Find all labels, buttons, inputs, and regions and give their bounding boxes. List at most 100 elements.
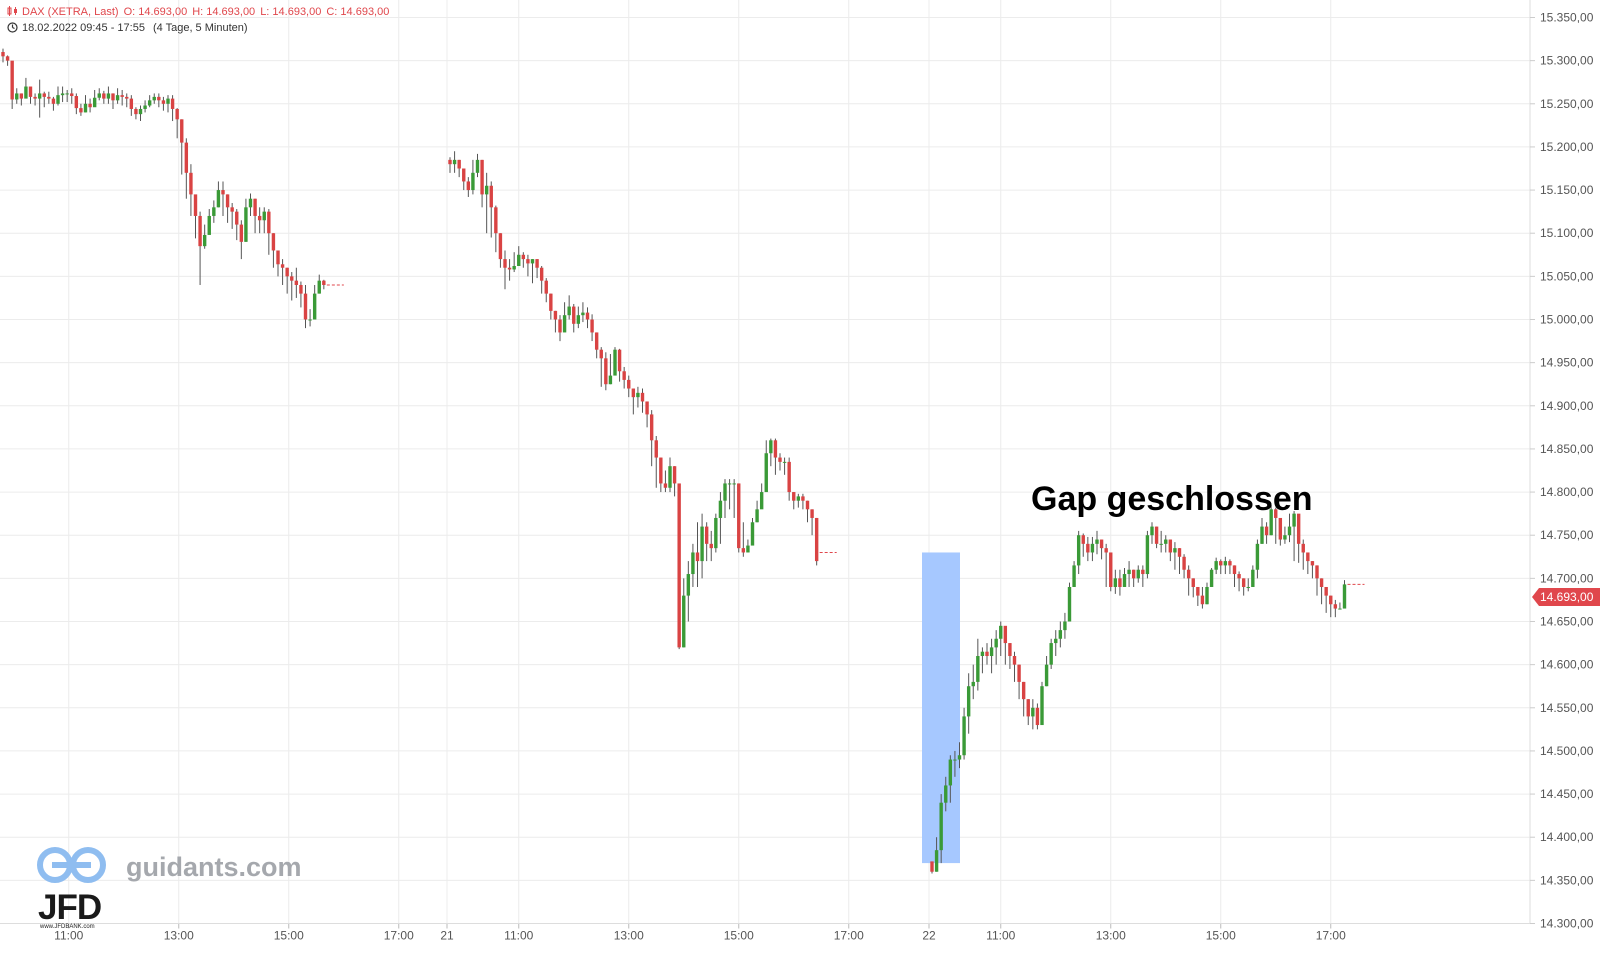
candle-body (572, 306, 576, 324)
candle-body (115, 95, 120, 101)
candle-body (471, 172, 475, 191)
y-tick-label: 14.350,00 (1540, 873, 1594, 887)
candle-body (814, 517, 819, 562)
candle-body (120, 95, 124, 97)
candle (97, 88, 101, 101)
candle-body (235, 211, 239, 225)
candle-body (782, 461, 787, 463)
candle (466, 177, 471, 197)
candle-body (585, 312, 590, 320)
candle (1342, 580, 1347, 609)
candle-body (1109, 552, 1113, 587)
candle-body (1329, 595, 1333, 605)
candle-body (1173, 548, 1177, 553)
candle-body (962, 716, 966, 756)
candle (1063, 612, 1067, 639)
y-tick-label: 14.400,00 (1540, 830, 1594, 844)
candle (19, 93, 24, 106)
candle (484, 172, 489, 234)
candle-body (517, 254, 521, 267)
x-tick-label: 15:00 (1206, 929, 1236, 943)
candle-body (1324, 586, 1328, 596)
candle (1003, 625, 1008, 665)
candle (677, 483, 681, 650)
candle-body (1342, 584, 1347, 609)
candle (1168, 539, 1173, 562)
candle (714, 513, 718, 553)
candle-body (934, 850, 939, 872)
candle (1232, 565, 1237, 587)
candle (539, 266, 544, 294)
x-tick-label: 11:00 (504, 929, 533, 943)
candle-body (971, 681, 975, 687)
candle (622, 366, 626, 389)
candle (1301, 539, 1305, 570)
candle-body (24, 86, 28, 99)
candle (1324, 586, 1328, 613)
candle-body (691, 552, 695, 575)
candle (948, 755, 953, 803)
candle-body (718, 500, 723, 518)
candle (157, 93, 161, 108)
candle (649, 410, 654, 467)
candle (1164, 535, 1168, 553)
candle (709, 530, 713, 562)
candle-body (640, 392, 645, 402)
y-tick-label: 15.150,00 (1540, 183, 1594, 197)
candle-body (60, 93, 65, 96)
candle-body (507, 267, 512, 270)
candle-body (65, 93, 69, 95)
candle-body (28, 86, 33, 97)
badge-shape (1532, 588, 1600, 606)
candle-body (769, 440, 773, 454)
candle (1054, 630, 1058, 657)
candle (102, 90, 106, 104)
candle (1177, 548, 1182, 575)
candle (1251, 565, 1255, 587)
candle-body (810, 509, 814, 518)
candle-body (957, 755, 962, 760)
candle-body (92, 97, 97, 108)
candle (604, 352, 608, 391)
candle-body (111, 93, 115, 101)
candle (512, 252, 516, 273)
candle (636, 386, 640, 408)
candle (944, 776, 948, 812)
x-tick-label: 13:00 (164, 929, 194, 943)
candle-body (590, 319, 594, 333)
candle-body (285, 267, 289, 277)
candle-body (42, 93, 46, 97)
candle (1021, 681, 1026, 717)
candle-body (157, 96, 161, 101)
candle (741, 522, 746, 557)
candle (448, 157, 452, 173)
candle (1196, 586, 1200, 606)
candle-body (253, 198, 257, 216)
candle-body (1274, 509, 1278, 518)
candle-body (636, 392, 640, 398)
candle (253, 198, 257, 234)
candle (1081, 533, 1085, 557)
candle (193, 194, 198, 239)
candle-body (1255, 543, 1260, 570)
candle-body (599, 349, 603, 359)
candle (1141, 565, 1145, 587)
candle (475, 153, 480, 178)
candle-body (723, 483, 727, 501)
candle (558, 315, 562, 342)
candle-body (1292, 513, 1296, 527)
candle (65, 89, 69, 103)
candle (24, 77, 28, 99)
x-tick-label: 15:00 (724, 929, 754, 943)
candle-body (244, 207, 248, 242)
candle-body (1241, 578, 1246, 587)
candle (56, 86, 60, 106)
y-tick-label: 14.700,00 (1540, 571, 1594, 585)
candle-body (759, 492, 764, 510)
candle-body (47, 96, 51, 99)
candle-body (1264, 526, 1269, 536)
candle (1237, 571, 1241, 592)
candle (1292, 511, 1296, 562)
candle-body (1237, 574, 1241, 579)
